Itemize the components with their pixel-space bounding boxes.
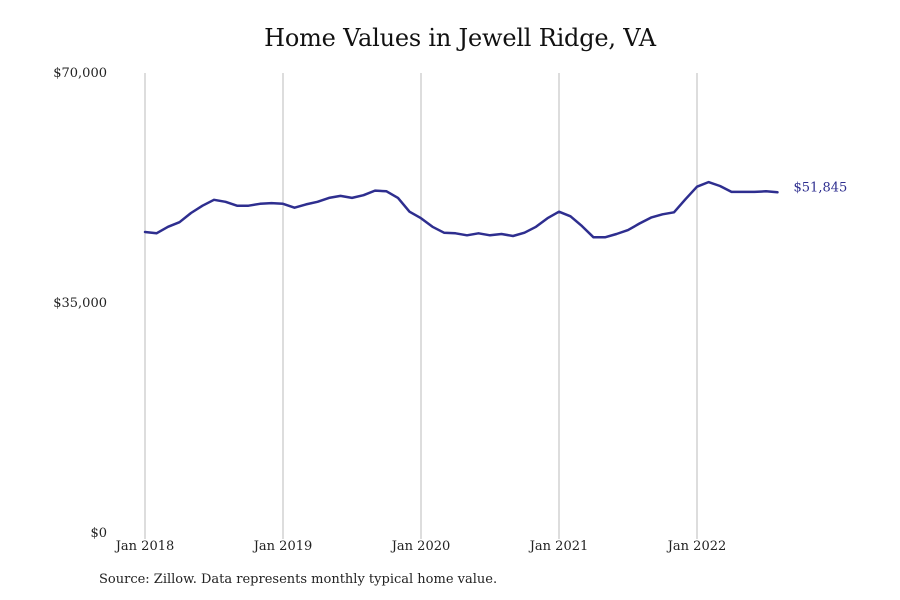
end-value-label: $51,845 xyxy=(794,180,848,195)
x-tick-label: Jan 2021 xyxy=(528,539,589,554)
x-tick-label: Jan 2022 xyxy=(666,539,727,554)
x-tick-label: Jan 2018 xyxy=(114,539,175,554)
x-tick-label: Jan 2020 xyxy=(390,539,451,554)
x-tick-label: Jan 2019 xyxy=(252,539,313,554)
y-tick-label: $70,000 xyxy=(53,66,107,81)
x-axis-ticks: Jan 2018 Jan 2019 Jan 2020 Jan 2021 Jan 2022 xyxy=(114,539,727,554)
source-note: Source: Zillow. Data represents monthly … xyxy=(99,572,498,587)
end-label-group: $51,845 xyxy=(794,180,848,195)
chart-title: Home Values in Jewell Ridge, VA xyxy=(264,24,656,52)
y-tick-label: $0 xyxy=(90,526,107,541)
series-group xyxy=(143,180,779,239)
series-line xyxy=(143,180,779,239)
y-axis-ticks: $0 $35,000 $70,000 xyxy=(53,66,107,541)
y-tick-label: $35,000 xyxy=(53,296,107,311)
gridlines xyxy=(144,73,698,539)
